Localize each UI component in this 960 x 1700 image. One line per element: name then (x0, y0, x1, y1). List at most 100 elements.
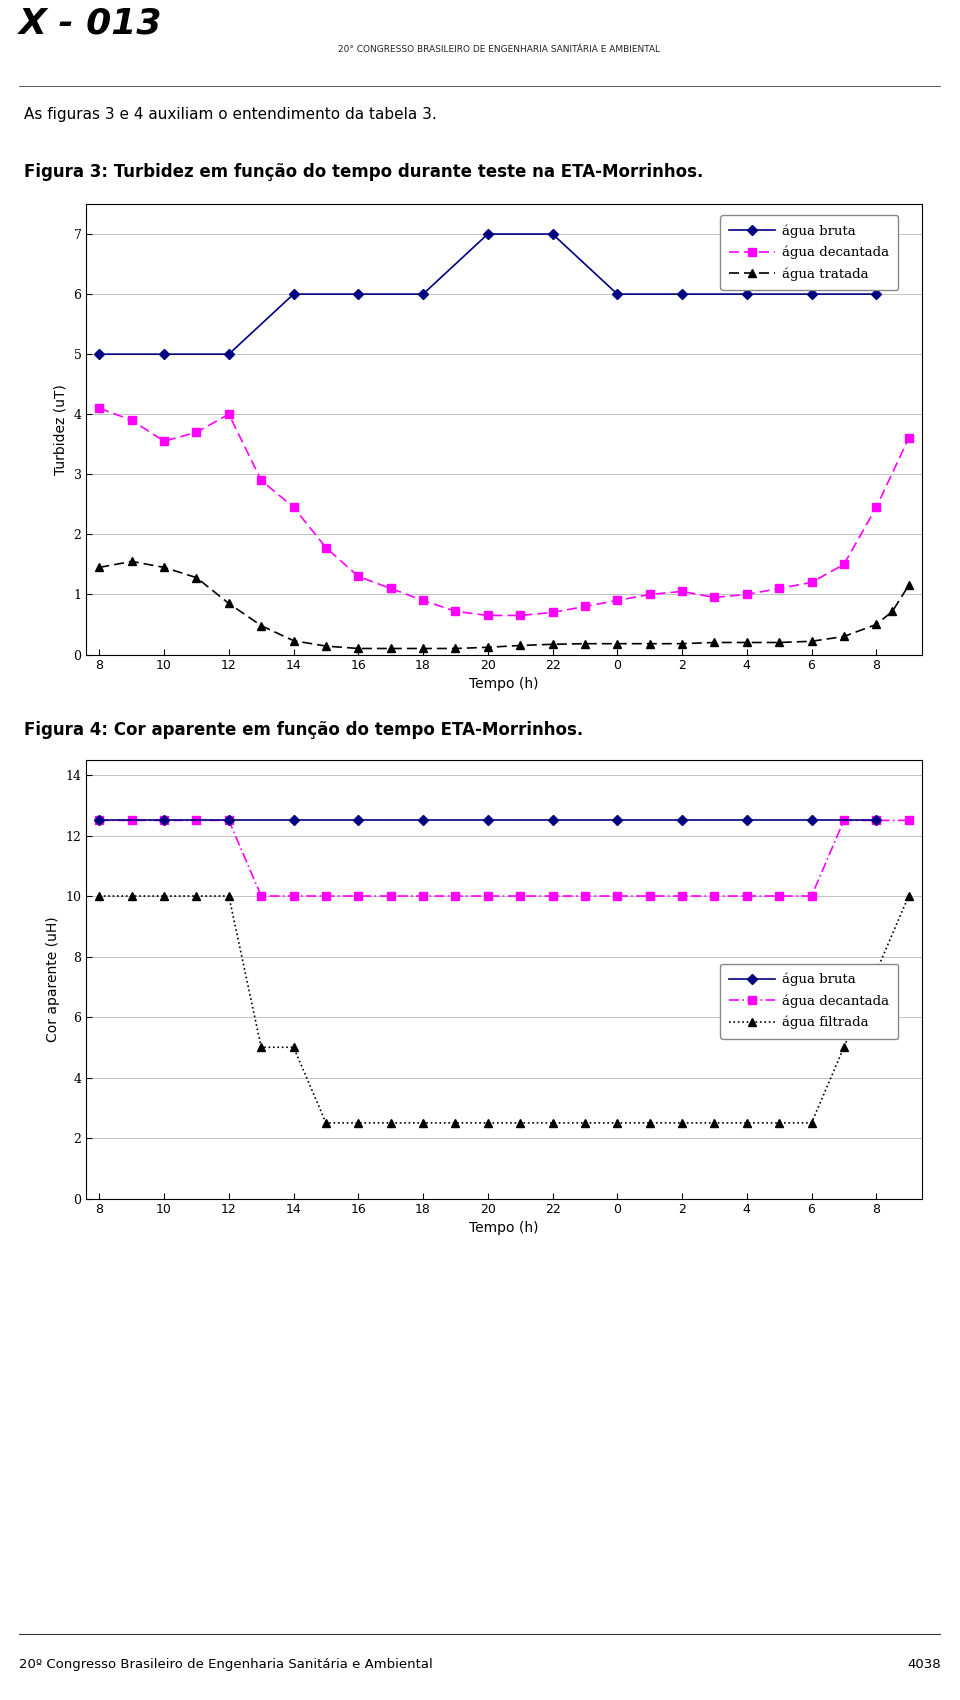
água filtrada (191, 886, 203, 906)
água decantada (418, 590, 429, 610)
água decantada (547, 602, 559, 622)
água bruta (805, 811, 817, 831)
água filtrada (838, 1037, 850, 1057)
água filtrada (93, 886, 105, 906)
água tratada (126, 551, 137, 571)
água filtrada (515, 1114, 526, 1134)
Line: água filtrada: água filtrada (95, 892, 913, 1127)
água filtrada (644, 1114, 656, 1134)
água bruta (418, 811, 429, 831)
água tratada (805, 631, 817, 651)
X-axis label: Tempo (h): Tempo (h) (469, 1221, 539, 1236)
água bruta (676, 284, 687, 304)
água tratada (352, 638, 364, 658)
água decantada (903, 811, 915, 831)
Y-axis label: Cor aparente (uH): Cor aparente (uH) (46, 916, 60, 1042)
água decantada (482, 886, 493, 906)
água filtrada (708, 1114, 720, 1134)
água filtrada (871, 962, 882, 983)
Text: Figura 3: Turbidez em função do tempo durante teste na ETA-Morrinhos.: Figura 3: Turbidez em função do tempo du… (24, 163, 704, 182)
água decantada (579, 597, 590, 617)
água decantada (288, 886, 300, 906)
água decantada (191, 422, 203, 442)
água decantada (255, 886, 267, 906)
água tratada (449, 638, 461, 658)
água decantada (838, 811, 850, 831)
água tratada (903, 575, 915, 595)
água bruta (871, 284, 882, 304)
água bruta (482, 224, 493, 245)
água decantada (223, 811, 234, 831)
água filtrada (158, 886, 170, 906)
água decantada (708, 586, 720, 607)
água decantada (352, 886, 364, 906)
água decantada (93, 398, 105, 418)
água tratada (708, 632, 720, 653)
água tratada (288, 631, 300, 651)
Y-axis label: Turbidez (uT): Turbidez (uT) (54, 384, 68, 474)
água bruta (93, 343, 105, 364)
água decantada (741, 886, 753, 906)
água filtrada (223, 886, 234, 906)
água decantada (579, 886, 590, 906)
água bruta (223, 811, 234, 831)
água tratada (887, 602, 899, 622)
água filtrada (126, 886, 137, 906)
água decantada (191, 811, 203, 831)
água decantada (126, 811, 137, 831)
Text: 20° CONGRESSO BRASILEIRO DE ENGENHARIA SANITÁRIA E AMBIENTAL: 20° CONGRESSO BRASILEIRO DE ENGENHARIA S… (338, 46, 660, 54)
água bruta (741, 811, 753, 831)
água filtrada (321, 1114, 332, 1134)
água decantada (93, 811, 105, 831)
água bruta (871, 811, 882, 831)
água decantada (644, 886, 656, 906)
água filtrada (288, 1037, 300, 1057)
Line: água decantada: água decantada (95, 816, 913, 901)
água decantada (708, 886, 720, 906)
água bruta (158, 343, 170, 364)
água tratada (741, 632, 753, 653)
água decantada (321, 886, 332, 906)
Legend: água bruta, água decantada, água tratada: água bruta, água decantada, água tratada (720, 216, 899, 291)
água bruta (741, 284, 753, 304)
água filtrada (255, 1037, 267, 1057)
água tratada (418, 638, 429, 658)
água tratada (515, 636, 526, 656)
água decantada (774, 578, 785, 598)
Line: água decantada: água decantada (95, 405, 913, 619)
água decantada (158, 432, 170, 452)
água filtrada (774, 1114, 785, 1134)
água bruta (482, 811, 493, 831)
Line: água bruta: água bruta (96, 231, 879, 357)
água decantada (288, 496, 300, 517)
água bruta (352, 284, 364, 304)
água filtrada (805, 1114, 817, 1134)
Legend: água bruta, água decantada, água filtrada: água bruta, água decantada, água filtrad… (720, 964, 899, 1039)
água decantada (838, 554, 850, 575)
Text: 4038: 4038 (907, 1658, 941, 1671)
água filtrada (352, 1114, 364, 1134)
água decantada (741, 585, 753, 605)
Text: As figuras 3 e 4 auxiliam o entendimento da tabela 3.: As figuras 3 e 4 auxiliam o entendimento… (24, 107, 437, 122)
água decantada (676, 581, 687, 602)
X-axis label: Tempo (h): Tempo (h) (469, 677, 539, 692)
água decantada (805, 573, 817, 593)
água filtrada (482, 1114, 493, 1134)
água filtrada (547, 1114, 559, 1134)
água filtrada (449, 1114, 461, 1134)
água bruta (612, 284, 623, 304)
água decantada (515, 886, 526, 906)
água decantada (482, 605, 493, 626)
água filtrada (418, 1114, 429, 1134)
água tratada (223, 593, 234, 614)
água tratada (612, 634, 623, 654)
água bruta (158, 811, 170, 831)
água decantada (449, 602, 461, 622)
água tratada (158, 558, 170, 578)
água tratada (385, 638, 396, 658)
água tratada (482, 638, 493, 658)
água decantada (805, 886, 817, 906)
água decantada (223, 405, 234, 425)
água decantada (676, 886, 687, 906)
água bruta (93, 811, 105, 831)
